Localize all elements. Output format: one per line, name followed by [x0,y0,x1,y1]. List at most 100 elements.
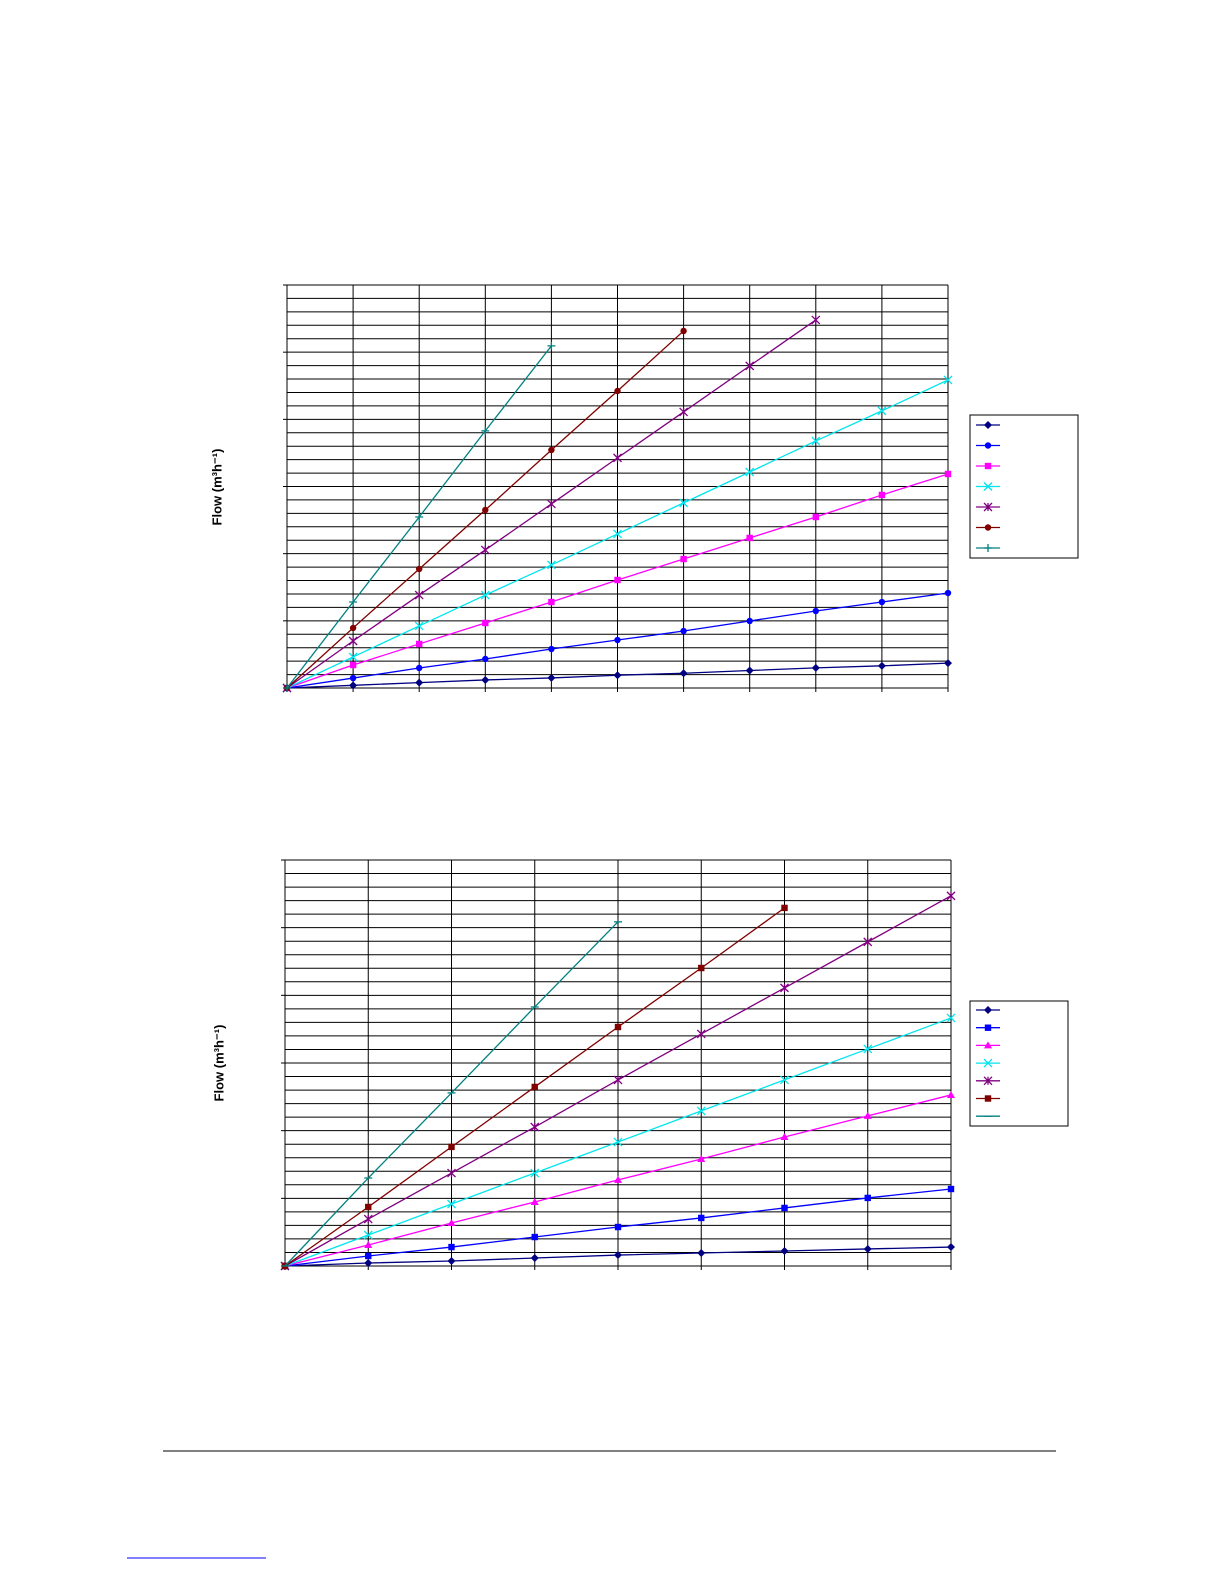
marker [878,491,886,499]
marker [365,1203,372,1211]
legend-marker [984,544,992,552]
marker [447,1256,456,1265]
marker [811,315,821,325]
marker [530,1254,539,1263]
marker [698,964,705,972]
marker [349,624,357,632]
marker [680,555,687,563]
marker [530,1168,540,1178]
marker [947,1090,955,1098]
marker [696,1029,706,1039]
marker [864,1194,871,1202]
marker [697,1249,706,1258]
marker [746,617,753,625]
marker [680,327,687,335]
marker [614,1175,622,1183]
y-axis-label: Flow (m³h⁻¹) [209,449,224,526]
marker [548,446,555,454]
marker [944,470,952,478]
marker [614,1251,622,1260]
marker [781,1204,788,1212]
legend-marker [984,462,992,470]
marker [482,619,489,627]
legend-marker [984,1041,992,1049]
marker [679,498,689,508]
marker [349,661,357,669]
marker [944,659,952,668]
marker [349,681,358,690]
marker [613,1075,623,1085]
marker [414,621,424,631]
marker [614,576,621,584]
marker [679,407,689,417]
marker [363,1230,373,1240]
marker [811,436,821,446]
marker [679,669,688,678]
marker [745,666,754,675]
marker [947,1243,955,1252]
marker [416,664,423,672]
marker [745,361,755,371]
legend-marker [984,1006,992,1014]
marker [614,1223,622,1231]
legend-marker [984,442,992,449]
marker [481,426,490,435]
marker [481,675,490,684]
marker [613,1137,623,1147]
marker [780,983,789,993]
legend-marker [984,421,992,429]
marker [746,534,753,542]
marker [480,590,490,600]
marker [547,673,556,682]
marker [546,560,556,570]
marker [863,1044,873,1054]
marker [780,1246,789,1255]
marker [348,636,358,646]
marker [548,645,555,653]
marker [946,891,956,901]
marker [531,1233,538,1241]
marker [416,565,423,573]
marker [614,1023,622,1031]
marker [946,1013,956,1023]
marker [530,1197,539,1205]
marker [414,590,424,600]
marker [696,1106,706,1116]
marker [697,1154,706,1162]
marker [447,1199,456,1209]
legend-marker [983,482,993,491]
marker [947,1185,955,1193]
marker [698,1214,705,1222]
marker [943,375,953,385]
marker [530,1122,540,1132]
marker [780,1075,789,1085]
y-axis-label: Flow (m³h⁻¹) [211,1025,226,1102]
marker [614,387,621,395]
marker [448,1143,455,1151]
marker [546,499,556,509]
marker [482,655,489,663]
marker [812,607,819,615]
marker [613,453,622,463]
marker [448,1243,455,1251]
marker [482,506,489,514]
marker [447,1168,456,1178]
marker [349,674,357,682]
marker [944,589,952,597]
marker [863,937,873,947]
marker [863,1244,872,1253]
marker [680,627,687,635]
marker [877,661,886,670]
marker [878,598,886,606]
legend-marker [984,524,992,531]
marker [283,684,291,692]
marker [348,652,358,662]
marker [812,513,819,521]
marker [365,1252,372,1260]
legend-marker [983,502,993,512]
marker [531,1083,538,1091]
legend-marker [984,1024,992,1031]
legend-marker [984,1095,992,1102]
marker [614,636,621,644]
marker [547,341,556,350]
